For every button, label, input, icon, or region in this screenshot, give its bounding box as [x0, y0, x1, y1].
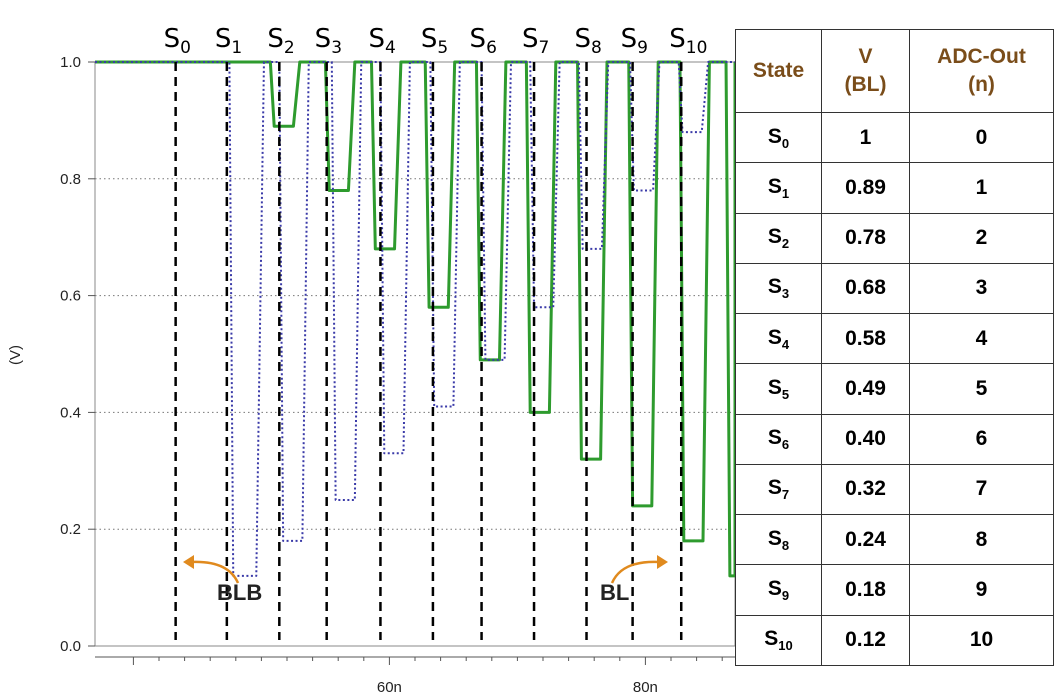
voltage-cell: 0.49 [821, 363, 910, 415]
state-marker-label: S4 [368, 24, 395, 58]
waveform-chart: (V) 0.0 0.2 0.4 0.6 0.8 1.0 60n 80n S0 S1 S2 S3 S4… [7, 24, 735, 696]
voltage-cell: 0.12 [821, 614, 910, 667]
x-tick-label: 60n [377, 679, 402, 696]
blb-arrowhead [183, 555, 194, 569]
adc-cell: 0 [909, 111, 1054, 164]
y-tick-label: 0.6 [60, 288, 81, 305]
state-marker-label: S7 [522, 24, 549, 58]
adc-cell: 3 [909, 262, 1054, 315]
state-cell: S2 [735, 212, 822, 264]
adc-cell: 8 [909, 514, 1054, 566]
table-row: S8 0.24 8 [735, 514, 1054, 566]
y-axis-title: (V) [7, 345, 24, 365]
voltage-cell: 0.32 [821, 463, 910, 516]
y-tick-label: 0.0 [60, 638, 81, 655]
annotation-blb: BLB [217, 580, 262, 605]
state-table: State V (BL) ADC-Out (n) S0 1 0 S1 0.89 1 S2 0.78… [735, 29, 1054, 667]
table-row: S5 0.49 5 [735, 363, 1054, 415]
adc-cell: 5 [909, 363, 1054, 415]
annotation-bl: BL [600, 580, 629, 605]
header-voltage-line1: V [858, 45, 873, 68]
adc-cell: 7 [909, 463, 1054, 516]
header-voltage: V (BL) [821, 29, 910, 113]
state-marker-label: S5 [421, 24, 448, 58]
header-adc-line1: ADC-Out [937, 45, 1026, 68]
header-adc-line2: (n) [968, 73, 995, 96]
adc-cell: 9 [909, 564, 1054, 616]
bl-arrow [610, 560, 661, 584]
voltage-cell: 0.68 [821, 262, 910, 315]
table-row: S4 0.58 4 [735, 313, 1054, 365]
bl-arrowhead [657, 555, 668, 569]
header-state-label: State [752, 59, 805, 82]
state-cell: S4 [735, 313, 822, 365]
table-row: S0 1 0 [735, 111, 1054, 164]
table-row: S10 0.12 10 [735, 614, 1054, 667]
state-cell: S9 [735, 564, 822, 616]
state-marker-label: S1 [215, 24, 242, 58]
state-marker-label: S2 [267, 24, 294, 58]
voltage-cell: 0.18 [821, 564, 910, 616]
state-cell: S1 [735, 162, 822, 214]
adc-cell: 6 [909, 413, 1054, 465]
voltage-cell: 0.40 [821, 413, 910, 465]
state-cell: S3 [735, 262, 822, 315]
state-marker-label: S0 [164, 24, 191, 58]
table-header-row: State V (BL) ADC-Out (n) [735, 29, 1054, 113]
voltage-cell: 1 [821, 111, 910, 164]
series-line-bl [95, 60, 735, 578]
voltage-cell: 0.89 [821, 162, 910, 214]
state-cell: S6 [735, 413, 822, 465]
adc-cell: 1 [909, 162, 1054, 214]
y-tick-label: 0.8 [60, 171, 81, 188]
state-marker-label: S3 [315, 24, 342, 58]
header-state: State [735, 29, 822, 113]
state-marker-label: S6 [470, 24, 497, 58]
state-cell: S0 [735, 111, 822, 164]
adc-cell: 2 [909, 212, 1054, 264]
y-axis-label: (V) [7, 345, 24, 365]
table-row: S2 0.78 2 [735, 212, 1054, 264]
table-row: S9 0.18 9 [735, 564, 1054, 616]
blb-arrow [189, 560, 240, 584]
state-marker-label: S9 [621, 24, 648, 58]
adc-cell: 10 [909, 614, 1054, 667]
y-tick-label: 1.0 [60, 54, 81, 71]
table-row: S3 0.68 3 [735, 262, 1054, 315]
header-voltage-line2: (BL) [844, 73, 887, 96]
table-row: S7 0.32 7 [735, 463, 1054, 516]
table-row: S6 0.40 6 [735, 413, 1054, 465]
state-cell: S7 [735, 463, 822, 516]
voltage-cell: 0.24 [821, 514, 910, 566]
adc-cell: 4 [909, 313, 1054, 365]
voltage-cell: 0.58 [821, 313, 910, 365]
state-cell: S5 [735, 363, 822, 415]
y-tick-label: 0.4 [60, 404, 81, 421]
state-cell: S8 [735, 514, 822, 566]
series-line-blb [95, 61, 735, 577]
table-row: S1 0.89 1 [735, 162, 1054, 214]
voltage-cell: 0.78 [821, 212, 910, 264]
state-marker-label: S8 [575, 24, 602, 58]
header-adc: ADC-Out (n) [909, 29, 1054, 113]
state-cell: S10 [735, 614, 822, 667]
y-tick-label: 0.2 [60, 521, 81, 538]
state-marker-label: S10 [669, 24, 707, 58]
x-tick-label: 80n [633, 679, 658, 696]
